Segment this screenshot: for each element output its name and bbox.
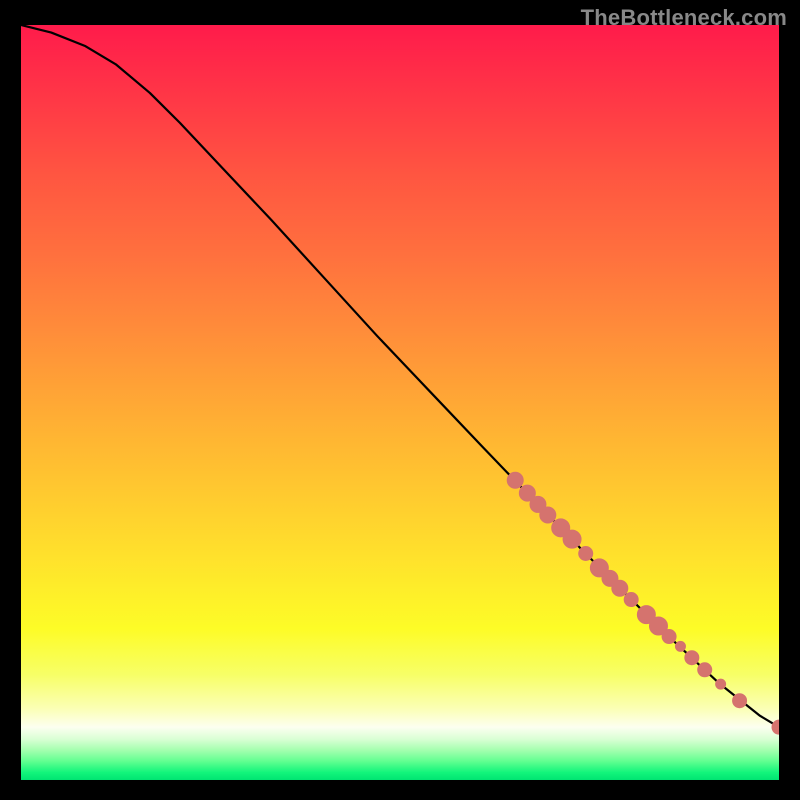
data-point <box>612 580 628 596</box>
data-point <box>716 679 726 689</box>
data-point <box>540 507 556 523</box>
data-point <box>675 641 685 651</box>
watermark-text: TheBottleneck.com <box>581 5 787 31</box>
data-point <box>685 651 699 665</box>
data-point <box>698 663 712 677</box>
data-point <box>507 472 523 488</box>
chart-stage: TheBottleneck.com <box>0 0 800 800</box>
data-point <box>624 593 638 607</box>
data-point <box>579 547 593 561</box>
data-point <box>733 694 747 708</box>
gradient-background <box>21 25 779 780</box>
chart-svg <box>21 25 779 780</box>
data-point <box>662 630 676 644</box>
plot-area <box>21 25 779 780</box>
data-point <box>563 530 581 548</box>
